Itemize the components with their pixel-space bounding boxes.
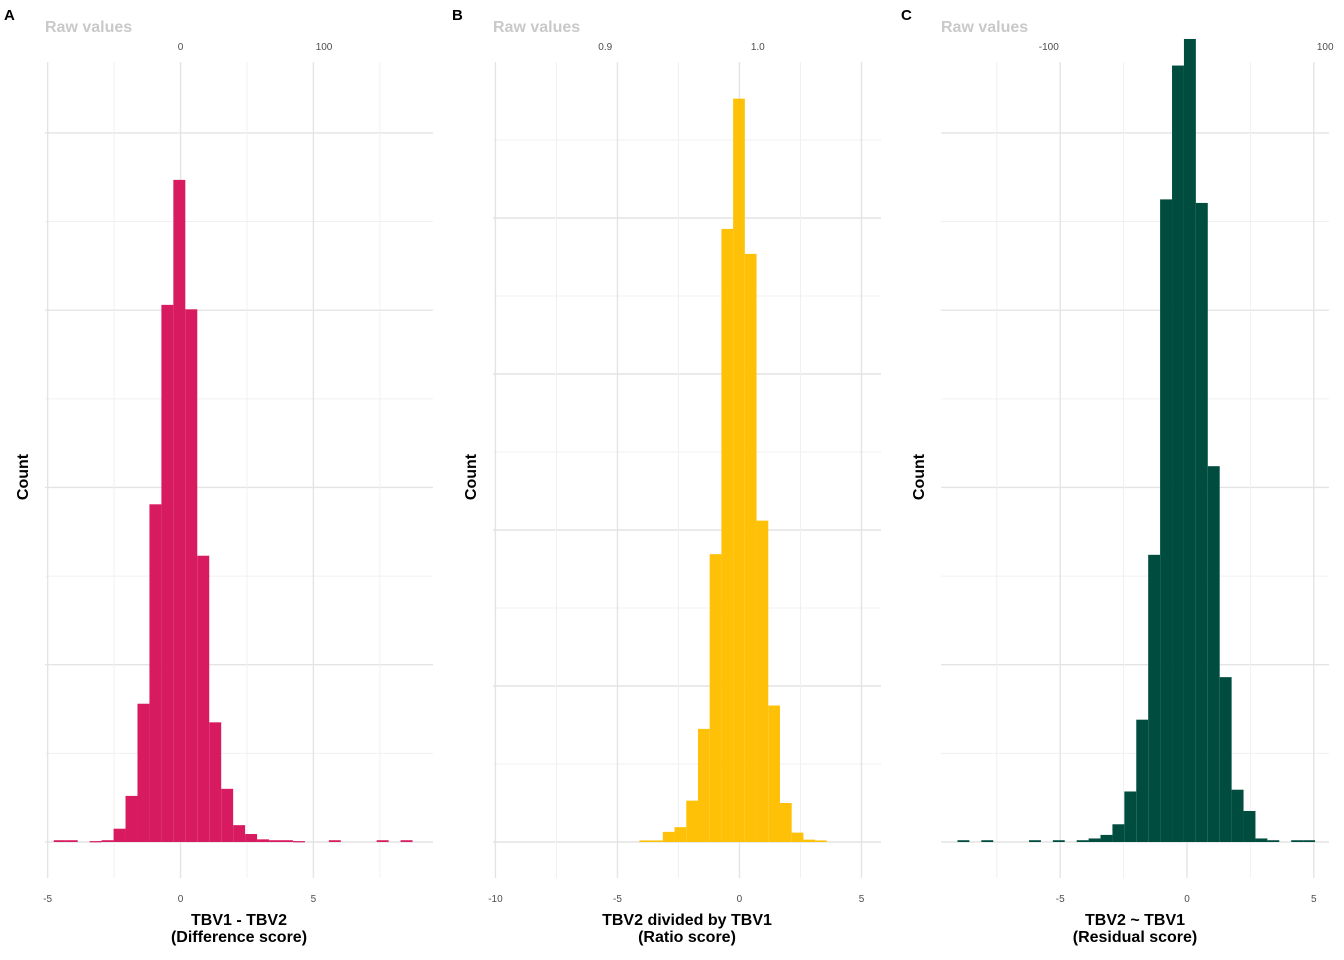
- histogram-bar: [981, 840, 994, 842]
- histogram-bar: [791, 832, 804, 842]
- x-tick-label: 0: [1184, 894, 1190, 905]
- histogram-bar: [209, 722, 222, 842]
- histogram-bar: [1148, 554, 1161, 842]
- histogram-bar: [53, 840, 66, 842]
- x-tick-label: -5: [43, 894, 52, 905]
- histogram-bar: [89, 841, 102, 843]
- histogram-bar: [125, 795, 138, 842]
- histogram-bar: [1076, 840, 1089, 842]
- histogram-bar: [1172, 65, 1184, 842]
- histogram-bar: [1267, 840, 1280, 842]
- histogram-bar: [1183, 38, 1196, 843]
- histogram-bar: [1219, 677, 1232, 842]
- histogram-bar: [957, 840, 970, 842]
- panel-label: B: [452, 7, 463, 24]
- histogram-bar: [815, 840, 827, 842]
- histogram-bar: [674, 827, 687, 842]
- panel-label: A: [4, 7, 15, 24]
- histogram-bar: [1136, 719, 1149, 842]
- histogram-bar: [639, 840, 652, 842]
- histogram-bar: [662, 831, 675, 842]
- histogram-bar: [651, 840, 663, 842]
- histogram-bar: [269, 840, 281, 842]
- x-tick-label: -5: [1056, 894, 1065, 905]
- x-axis-title: TBV2 divided by TBV1: [602, 912, 772, 929]
- top-axis-title: Raw values: [493, 19, 580, 36]
- top-axis-title: Raw values: [941, 19, 1028, 36]
- histogram-bar: [245, 834, 258, 842]
- x-axis-subtitle: (Ratio score): [638, 929, 736, 946]
- y-axis-title: Count: [463, 453, 480, 500]
- x-axis-subtitle: (Difference score): [171, 929, 307, 946]
- x-axis-subtitle: (Residual score): [1073, 929, 1197, 946]
- histogram-bar: [257, 839, 270, 842]
- histogram-bar: [1291, 840, 1304, 842]
- top-tick-label: 1.0: [751, 42, 765, 53]
- histogram-bar: [65, 840, 78, 842]
- x-axis-title: TBV2 ~ TBV1: [1085, 912, 1185, 929]
- histogram-bar: [1100, 834, 1113, 842]
- histogram-bar: [1303, 840, 1316, 842]
- histogram-bar: [768, 705, 780, 842]
- x-tick-label: 5: [1311, 894, 1317, 905]
- histogram-bar: [197, 555, 210, 842]
- histogram-bar: [1243, 810, 1256, 842]
- x-tick-label: 0: [737, 894, 743, 905]
- chart-panel-a: A Raw values 0 100 -5 0 5 TBV1 - TBV2(Differenc…: [4, 7, 433, 946]
- histogram-bar: [744, 253, 757, 842]
- histogram-bar: [1255, 838, 1268, 842]
- histogram-bar: [376, 840, 389, 842]
- histogram-bar: [1124, 791, 1137, 842]
- histogram-bar: [233, 825, 246, 842]
- top-tick-label: 0: [178, 42, 184, 53]
- chart-panel-b: B Raw values 0.9 1.0 -10 -5 0 5 TBV2 divided by …: [452, 7, 881, 946]
- top-axis-title: Raw values: [45, 19, 132, 36]
- x-tick-label: -5: [613, 894, 622, 905]
- histogram-bar: [686, 800, 698, 842]
- histogram-bar: [1207, 466, 1220, 842]
- histogram-bar: [1195, 202, 1208, 842]
- histogram-bar: [756, 520, 769, 842]
- histogram-bar: [803, 839, 816, 842]
- histogram-bar: [697, 728, 710, 842]
- histogram-bar: [328, 840, 341, 842]
- histogram-bar: [280, 840, 293, 842]
- histogram-bar: [149, 504, 162, 842]
- x-tick-label: -10: [488, 894, 503, 905]
- histogram-bar: [709, 554, 722, 842]
- histogram-bar: [292, 841, 305, 843]
- histogram-bar: [1028, 840, 1041, 842]
- y-axis-title: Count: [15, 453, 32, 500]
- y-axis-title: Count: [911, 453, 928, 500]
- top-tick-label: 100: [316, 42, 333, 53]
- x-axis-title: TBV1 - TBV2: [191, 912, 287, 929]
- histogram-bar: [101, 840, 114, 842]
- histogram-bar: [1052, 840, 1065, 842]
- histogram-bar: [137, 703, 150, 842]
- histogram-bar: [1160, 199, 1173, 843]
- histogram-bar: [173, 179, 186, 843]
- histogram-bar: [400, 840, 413, 842]
- panel-label: C: [901, 7, 912, 24]
- histogram-bar: [721, 228, 734, 843]
- histogram-bar: [779, 803, 792, 842]
- histogram-bar: [1231, 789, 1244, 842]
- histogram-bar: [161, 304, 174, 842]
- histogram-bar: [221, 788, 234, 842]
- x-tick-label: 5: [859, 894, 865, 905]
- top-tick-label: 100: [1317, 42, 1334, 53]
- top-tick-label: -100: [1039, 42, 1059, 53]
- top-tick-label: 0.9: [598, 42, 612, 53]
- histogram-bar: [113, 828, 126, 842]
- histogram-bar: [1088, 838, 1101, 842]
- x-tick-label: 0: [178, 894, 184, 905]
- histogram-bar: [185, 309, 198, 843]
- histogram-bar: [733, 98, 745, 842]
- histogram-bar: [1112, 824, 1125, 842]
- x-tick-label: 5: [311, 894, 317, 905]
